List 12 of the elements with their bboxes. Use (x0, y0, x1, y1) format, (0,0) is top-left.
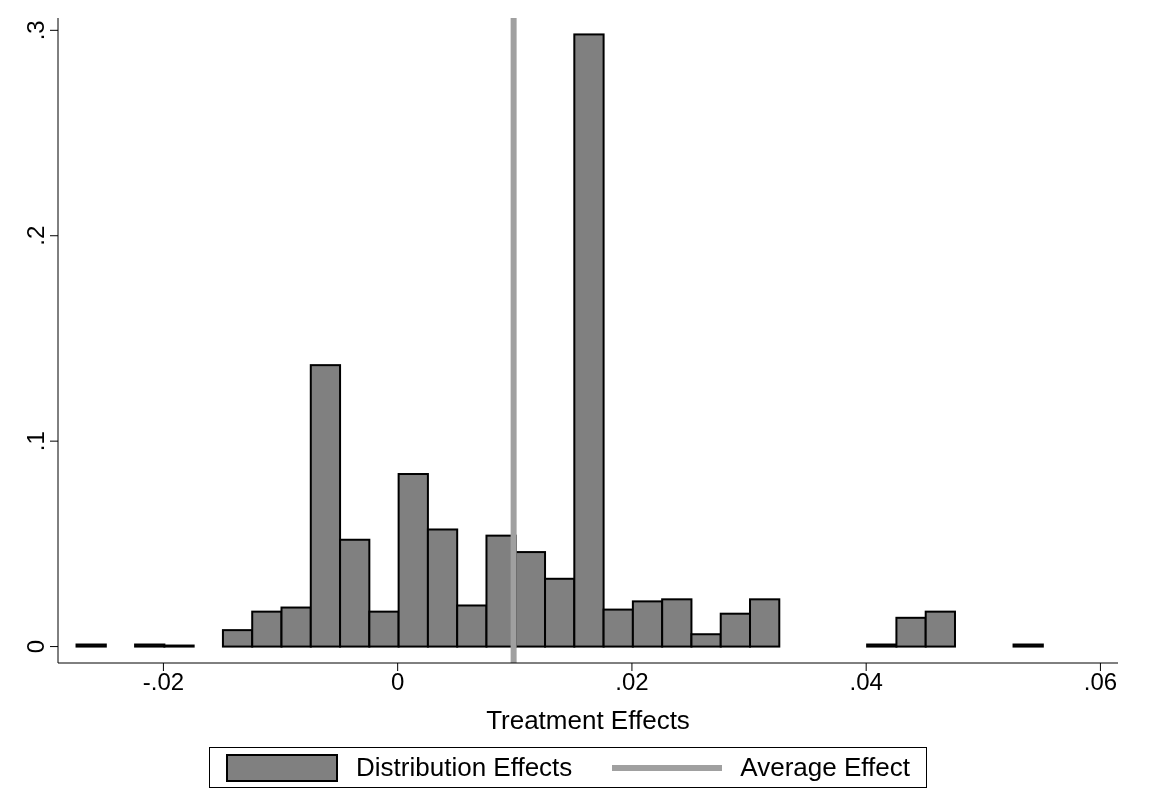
x-tick-label: 0 (390, 668, 405, 696)
x-tick-label: -.02 (142, 668, 185, 696)
y-tick-label: .2 (22, 225, 49, 246)
legend-label: Distribution Effects (355, 752, 573, 783)
y-tick-label: 0 (22, 639, 49, 654)
x-tick-label: .04 (849, 668, 883, 696)
x-tick-label: .02 (615, 668, 649, 696)
legend-label: Average Effect (739, 752, 910, 783)
y-tick-label: .3 (22, 20, 49, 41)
y-tick-label: .1 (22, 431, 49, 452)
x-axis-title: Treatment Effects (486, 705, 690, 735)
x-tick-label: .06 (1083, 668, 1118, 696)
